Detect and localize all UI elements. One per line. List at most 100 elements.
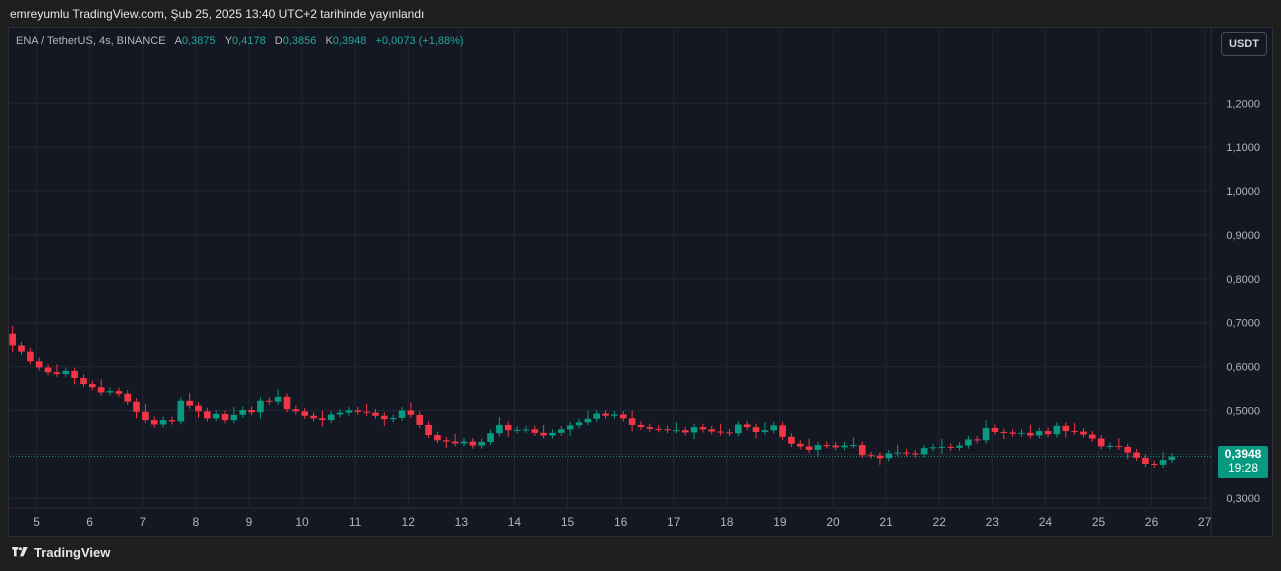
x-tick-label: 20 (826, 515, 840, 529)
candle-body (257, 400, 264, 413)
candle-body (407, 410, 415, 415)
candle-body (540, 432, 547, 436)
candle-body (911, 453, 919, 455)
candle-body (1044, 431, 1052, 435)
candle-body (965, 439, 972, 446)
candle-body (274, 396, 282, 402)
candle-body (858, 445, 866, 456)
candle-body (1009, 432, 1016, 434)
candle-body (655, 428, 662, 430)
high-value: 0,4178 (232, 35, 266, 47)
candle-body (106, 391, 114, 393)
candle-body (345, 410, 353, 413)
candle-body (735, 424, 742, 434)
candle-body (381, 415, 388, 420)
symbol-legend: ENA / TetherUS, 4s, BINANCE A0,3875 Y0,4… (16, 35, 464, 47)
candle-body (18, 345, 25, 352)
candle-body (301, 411, 309, 416)
candle-body (681, 430, 689, 433)
candle-body (779, 425, 786, 437)
candle-body (1035, 431, 1043, 436)
x-tick-label: 27 (1198, 515, 1212, 529)
candle-body (186, 400, 193, 406)
x-tick-label: 23 (986, 515, 1000, 529)
y-tick-label: 0,9000 (1226, 230, 1260, 242)
candle-body (1159, 460, 1167, 465)
candle-body (496, 424, 503, 434)
x-tick-label: 21 (879, 515, 893, 529)
candle-body (1053, 425, 1061, 435)
candle-body (425, 424, 432, 436)
x-tick-label: 6 (86, 515, 93, 529)
y-tick-label: 0,6000 (1226, 362, 1260, 374)
candle-body (956, 445, 963, 448)
candle-body (124, 393, 132, 402)
candle-body (115, 391, 123, 394)
open-value: 0,3875 (181, 35, 216, 47)
bar-countdown: 19:28 (1227, 461, 1259, 475)
candle-body (283, 396, 291, 410)
change-value: +0,0073 (+1,88%) (375, 35, 464, 47)
candle-body (389, 417, 397, 420)
candle-body (9, 333, 16, 346)
candle-body (876, 455, 884, 459)
last-price: 0,3948 (1224, 447, 1262, 461)
x-tick-label: 13 (455, 515, 469, 529)
candle-body (204, 411, 211, 419)
candle-body (159, 420, 167, 425)
candle-body (788, 436, 795, 444)
candle-body (1018, 432, 1025, 434)
close-value: 0,3948 (332, 35, 367, 47)
published-caption: emreyumlu TradingView.com, Şub 25, 2025 … (10, 7, 425, 21)
candle-body (549, 432, 556, 436)
candle-body (354, 410, 362, 412)
x-tick-label: 8 (192, 515, 199, 529)
candle-body (814, 445, 822, 450)
candle-body (584, 418, 592, 423)
x-tick-label: 22 (933, 515, 947, 529)
candle-body (938, 446, 946, 448)
candle-body (1115, 446, 1123, 448)
candle-body (823, 445, 831, 447)
chart-frame[interactable] (8, 27, 1273, 537)
x-tick-label: 14 (508, 515, 522, 529)
candle-body (1106, 446, 1114, 448)
low-label: D (274, 35, 283, 47)
candle-body (212, 413, 220, 419)
candle-body (1000, 431, 1008, 433)
candle-body (195, 405, 202, 412)
candle-body (770, 425, 778, 431)
candle-body (71, 370, 78, 378)
candle-body (460, 441, 468, 444)
x-tick-label: 5 (33, 515, 40, 529)
symbol-title[interactable]: ENA / TetherUS, 4s, BINANCE (16, 35, 166, 47)
candle-body (265, 400, 273, 402)
candle-body (690, 427, 698, 433)
candle-body (637, 424, 645, 428)
candle-body (451, 441, 459, 444)
candle-body (726, 432, 733, 434)
y-tick-label: 1,0000 (1226, 186, 1260, 198)
candle-body (372, 412, 379, 416)
candle-body (991, 428, 999, 432)
candle-body (575, 422, 583, 426)
candle-body (1133, 452, 1140, 458)
candle-body (336, 412, 344, 415)
candle-body (699, 427, 707, 430)
candle-body (133, 401, 140, 412)
candle-body (841, 445, 848, 448)
candle-body (752, 427, 760, 432)
open-label: A (174, 35, 182, 47)
candle-body (850, 445, 857, 447)
candle-body (44, 367, 52, 373)
candle-body (1150, 463, 1158, 465)
y-tick-label: 0,3000 (1226, 493, 1260, 505)
last-price-badge: 0,3948 19:28 (1218, 446, 1268, 478)
x-tick-label: 25 (1092, 515, 1106, 529)
candle-body (504, 424, 512, 431)
currency-button[interactable]: USDT (1221, 32, 1267, 56)
footer-brand[interactable]: TradingView (10, 545, 110, 560)
footer-brand-text: TradingView (34, 545, 111, 560)
candle-body (142, 411, 149, 421)
